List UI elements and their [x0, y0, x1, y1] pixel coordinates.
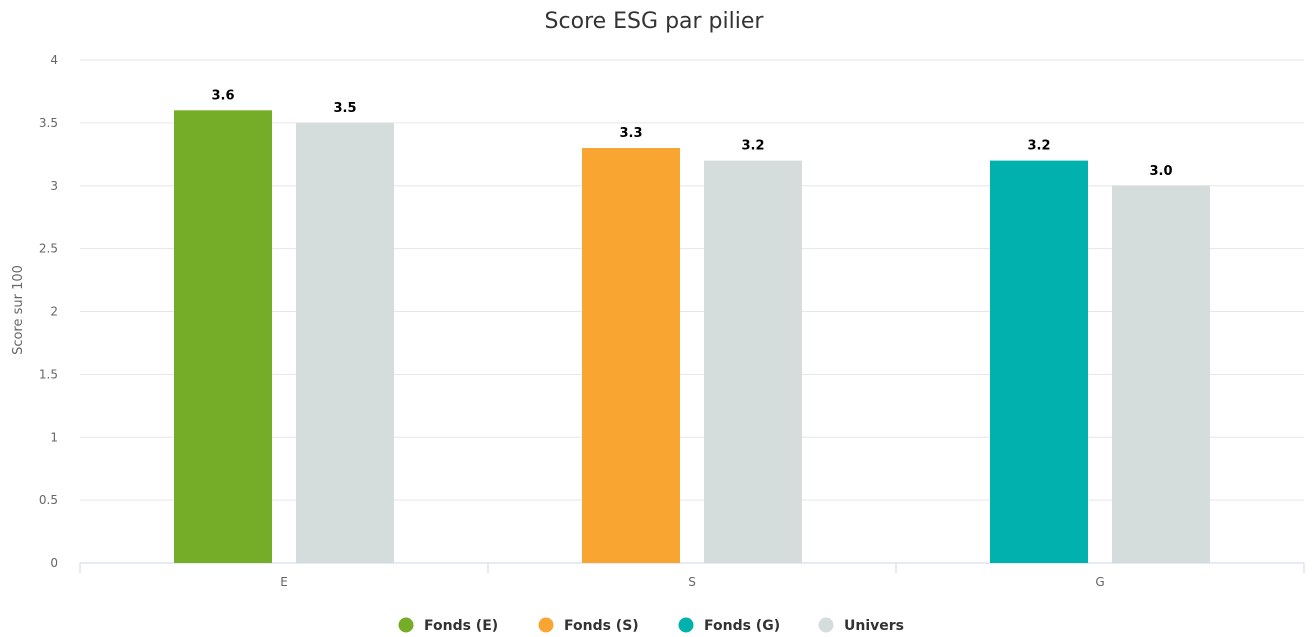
bar-univers	[1112, 185, 1210, 563]
bars: 3.6 3.5 3.3 3.2 3.2 3.0	[174, 88, 1210, 564]
y-tick-label: 1.5	[39, 367, 58, 381]
y-tick-label: 4	[50, 53, 58, 67]
data-label: 3.2	[1027, 139, 1050, 154]
legend-item[interactable]: Fonds (S)	[538, 617, 639, 635]
legend-swatch	[818, 617, 834, 633]
data-label: 3.5	[333, 101, 356, 116]
bar-fonds	[990, 160, 1088, 563]
legend-label: Univers	[844, 618, 904, 634]
x-tick-label: G	[1095, 575, 1104, 589]
data-label: 3.6	[211, 88, 234, 103]
gridlines: 0 0.5 1 1.5 2 2.5 3 3.5 4	[39, 53, 1304, 570]
legend-swatch	[538, 617, 554, 633]
bar-fonds	[174, 110, 272, 564]
legend-swatch	[398, 617, 414, 633]
legend-label: Fonds (E)	[424, 618, 498, 634]
legend-item[interactable]: Fonds (G)	[678, 617, 781, 635]
y-tick-label: 2	[50, 305, 58, 319]
chart-title: Score ESG par pilier	[545, 9, 765, 34]
bar-fonds	[582, 148, 680, 563]
x-tick-label: S	[688, 575, 696, 589]
bar-univers	[296, 122, 394, 563]
legend: Fonds (E) Fonds (S) Fonds (G) Univers	[398, 617, 905, 635]
data-label: 3.0	[1149, 164, 1172, 179]
bar-univers	[704, 160, 802, 563]
y-axis-title: Score sur 100	[11, 265, 26, 355]
x-tick-label: E	[280, 575, 288, 589]
y-tick-label: 0.5	[39, 493, 58, 507]
y-tick-label: 3	[50, 179, 58, 193]
data-label: 3.3	[619, 126, 642, 141]
data-label: 3.2	[741, 139, 764, 154]
legend-item[interactable]: Univers	[818, 617, 905, 635]
legend-label: Fonds (G)	[704, 618, 780, 634]
y-tick-label: 1	[50, 430, 58, 444]
y-tick-label: 0	[50, 556, 58, 570]
legend-swatch	[678, 617, 694, 633]
legend-label: Fonds (S)	[564, 618, 639, 634]
y-tick-label: 2.5	[39, 242, 58, 256]
legend-item[interactable]: Fonds (E)	[398, 617, 499, 635]
y-tick-label: 3.5	[39, 116, 58, 130]
